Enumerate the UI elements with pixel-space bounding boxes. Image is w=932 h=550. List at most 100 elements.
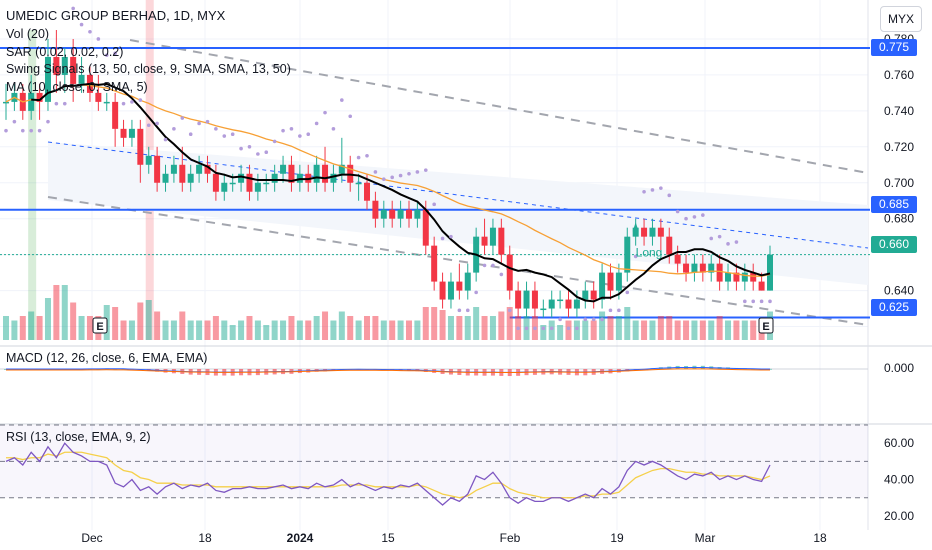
candle-body <box>447 281 454 300</box>
candle-body <box>313 164 320 183</box>
volume-bar <box>28 311 35 340</box>
candle-body <box>414 209 421 219</box>
sar-dot <box>709 236 714 241</box>
candle-body <box>389 209 396 219</box>
legend-macd[interactable]: MACD (12, 26, close, 6, EMA, EMA) <box>6 351 208 365</box>
candle-body <box>439 281 446 300</box>
volume-bar <box>246 316 253 340</box>
sar-dot <box>533 326 537 331</box>
sar-dot <box>230 132 235 137</box>
volume-bar <box>641 320 648 340</box>
candle-body <box>657 227 664 237</box>
price-tag-lower: 0.625 <box>871 299 917 316</box>
sar-dot <box>432 202 436 207</box>
candle-body <box>422 209 429 246</box>
candle-body <box>145 155 152 165</box>
candle-body <box>431 245 438 282</box>
candle-body <box>254 182 261 192</box>
rsi-tick-label: 20.00 <box>884 509 914 523</box>
candle-body <box>212 173 219 192</box>
volume-bar <box>548 320 555 340</box>
price-tag-upper: 0.775 <box>871 39 917 56</box>
volume-bar <box>657 316 664 340</box>
volume-bar <box>473 307 480 340</box>
sar-dot <box>4 128 8 133</box>
x-tick-label: 19 <box>610 531 624 545</box>
currency-button[interactable]: MYX <box>880 6 922 32</box>
sar-dot <box>650 188 655 192</box>
volume-bars <box>3 285 773 340</box>
candle-body <box>750 272 757 282</box>
volume-bar <box>582 320 589 340</box>
candle-body <box>582 290 589 300</box>
volume-bar <box>154 311 161 340</box>
sar-dot <box>331 127 336 131</box>
legend-swing-signals[interactable]: Swing Signals (13, 50, close, 9, SMA, SM… <box>6 62 291 76</box>
volume-bar <box>683 320 690 340</box>
volume-bar <box>397 320 404 340</box>
y-tick-label: 0.760 <box>884 68 914 82</box>
candle-body <box>397 209 404 219</box>
sar-dot <box>449 234 453 239</box>
candle-body <box>364 182 371 201</box>
y-tick-label: 0.720 <box>884 140 914 154</box>
volume-bar <box>221 320 228 340</box>
legend-ma[interactable]: MA (10, close, 0, SMA, 5) <box>6 80 148 94</box>
macd-line <box>6 366 770 373</box>
candle-body <box>540 308 547 311</box>
candle-body <box>372 200 379 219</box>
legend-volume[interactable]: Vol (20) <box>6 27 50 41</box>
x-axis-labels: Dec 18 2024 15 Feb 19 Mar 18 <box>81 531 827 545</box>
volume-bar <box>3 316 9 340</box>
sar-dot <box>692 215 697 219</box>
rsi-tick-label: 40.00 <box>884 473 914 487</box>
x-tick-label: Dec <box>81 531 102 545</box>
candle-body <box>187 173 194 183</box>
volume-bar <box>61 285 68 340</box>
candle-body <box>741 272 748 282</box>
sar-dot <box>138 98 143 102</box>
candle-body <box>699 263 706 273</box>
y-tick-label: 0.700 <box>884 176 914 190</box>
volume-bar <box>338 311 345 340</box>
sar-dot <box>566 326 571 331</box>
rsi-line <box>5 442 771 506</box>
volume-bar <box>280 320 287 340</box>
candle-body <box>204 164 211 174</box>
sar-dot <box>701 213 705 217</box>
candle-body <box>162 173 169 183</box>
volume-bar <box>414 320 421 340</box>
candle-body <box>733 272 740 282</box>
volume-bar <box>288 316 295 340</box>
candle-body <box>523 290 530 309</box>
candle-body <box>573 299 580 309</box>
earnings-marker-1-box <box>92 317 108 334</box>
sar-dot <box>298 134 302 138</box>
volume-bar <box>498 311 505 340</box>
sar-dot <box>684 216 688 221</box>
channel-upper <box>129 39 869 174</box>
sar-dot <box>583 317 588 322</box>
legend-rsi[interactable]: RSI (13, close, EMA, 9, 2) <box>6 430 151 444</box>
volume-bar <box>19 316 26 340</box>
sar-dot <box>398 173 403 178</box>
candle-body <box>355 182 362 185</box>
sar-dot <box>499 272 504 277</box>
volume-bar <box>36 316 43 340</box>
legend-sar[interactable]: SAR (0.02, 0.02, 0.2) <box>6 45 124 59</box>
candle-body <box>330 173 337 183</box>
sar-dot <box>264 150 269 155</box>
volume-bar <box>78 316 85 340</box>
volume-bar <box>120 320 127 340</box>
candle-body <box>531 290 538 309</box>
sar-dot <box>281 128 285 133</box>
sar-dot <box>163 137 168 142</box>
volume-bar <box>196 320 203 340</box>
sar-dot <box>197 121 201 126</box>
volume-bar <box>741 320 748 340</box>
volume-bar <box>263 325 270 340</box>
volume-bar <box>750 320 757 340</box>
candle-body <box>112 101 119 129</box>
sar-dot <box>113 51 117 56</box>
